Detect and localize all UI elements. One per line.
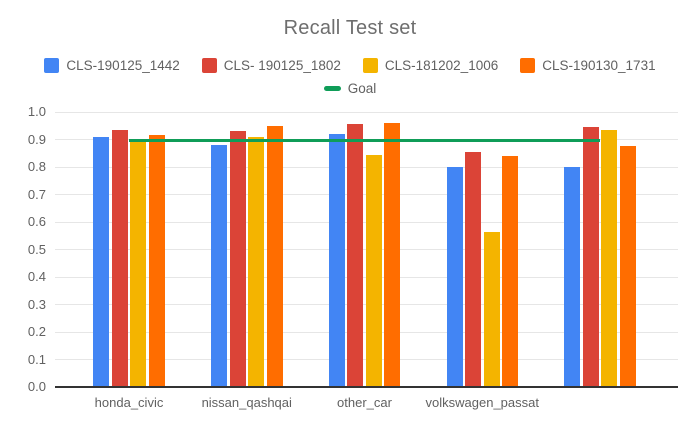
legend-color-swatch-icon: [362, 58, 378, 73]
bar: [328, 134, 345, 387]
goal-line: [129, 138, 600, 142]
y-axis-tick-label: 0.2: [27, 324, 46, 339]
bar: [601, 129, 618, 387]
bar: [365, 154, 382, 387]
x-axis-category-label: nissan_qashqai: [201, 395, 292, 410]
bar: [446, 167, 463, 387]
bar: [582, 127, 599, 387]
legend-item: CLS-190130_1731: [520, 58, 656, 73]
bar: [619, 146, 636, 387]
legend-item: CLS-190125_1442: [44, 58, 180, 73]
y-axis-tick-label: 0.8: [27, 159, 46, 174]
y-axis-tick-label: 0.1: [27, 351, 46, 367]
bar: [384, 123, 401, 387]
bar: [148, 135, 165, 387]
legend-label: CLS-190125_1442: [66, 58, 180, 73]
y-axis-tick-label: 0.5: [27, 241, 46, 257]
legend-label: CLS-190130_1731: [542, 58, 656, 73]
y-axis-tick-label: 0.3: [27, 296, 46, 312]
y-axis-tick-label: 0.4: [27, 269, 46, 284]
bar: [266, 125, 283, 387]
gridline: [55, 111, 678, 113]
x-axis-category-label: honda_civic: [94, 395, 164, 410]
bar: [248, 136, 264, 387]
x-axis-category-label: volkswagen_passat: [425, 395, 539, 410]
bar: [130, 142, 147, 387]
y-axis-tick-label: 0.6: [27, 214, 46, 229]
legend-item: CLS-181202_1006: [362, 58, 499, 73]
chart-title: Recall Test set: [283, 17, 417, 39]
bar: [502, 156, 518, 387]
y-axis-tick-label: 0.7: [27, 186, 46, 202]
legend-color-swatch-icon: [201, 58, 217, 73]
x-axis-category-label: other_car: [337, 395, 392, 410]
y-axis-tick-label: 1.0: [27, 104, 46, 119]
bar: [229, 131, 246, 387]
bar: [465, 151, 481, 387]
legend-label: CLS- 190125_1802: [223, 58, 341, 73]
legend-color-swatch-icon: [520, 58, 536, 73]
bar: [93, 136, 110, 387]
bar: [347, 124, 364, 387]
legend: CLS-190125_1442 CLS- 190125_1802 CLS-18120…: [0, 58, 700, 73]
y-axis-tick-label: 0.9: [27, 131, 46, 147]
legend-label-goal: Goal: [347, 81, 377, 96]
legend-label: CLS-181202_1006: [384, 58, 499, 73]
legend-item-goal: Goal: [0, 81, 700, 96]
bar: [483, 231, 500, 387]
bar: [564, 167, 581, 387]
legend-item: CLS- 190125_1802: [201, 58, 341, 73]
goal-line-swatch-icon: [323, 86, 341, 91]
bar: [111, 129, 128, 387]
bar: [211, 145, 227, 387]
legend-color-swatch-icon: [44, 58, 60, 73]
y-axis-tick-label: 0.0: [27, 379, 46, 394]
x-axis-line: [55, 386, 678, 388]
